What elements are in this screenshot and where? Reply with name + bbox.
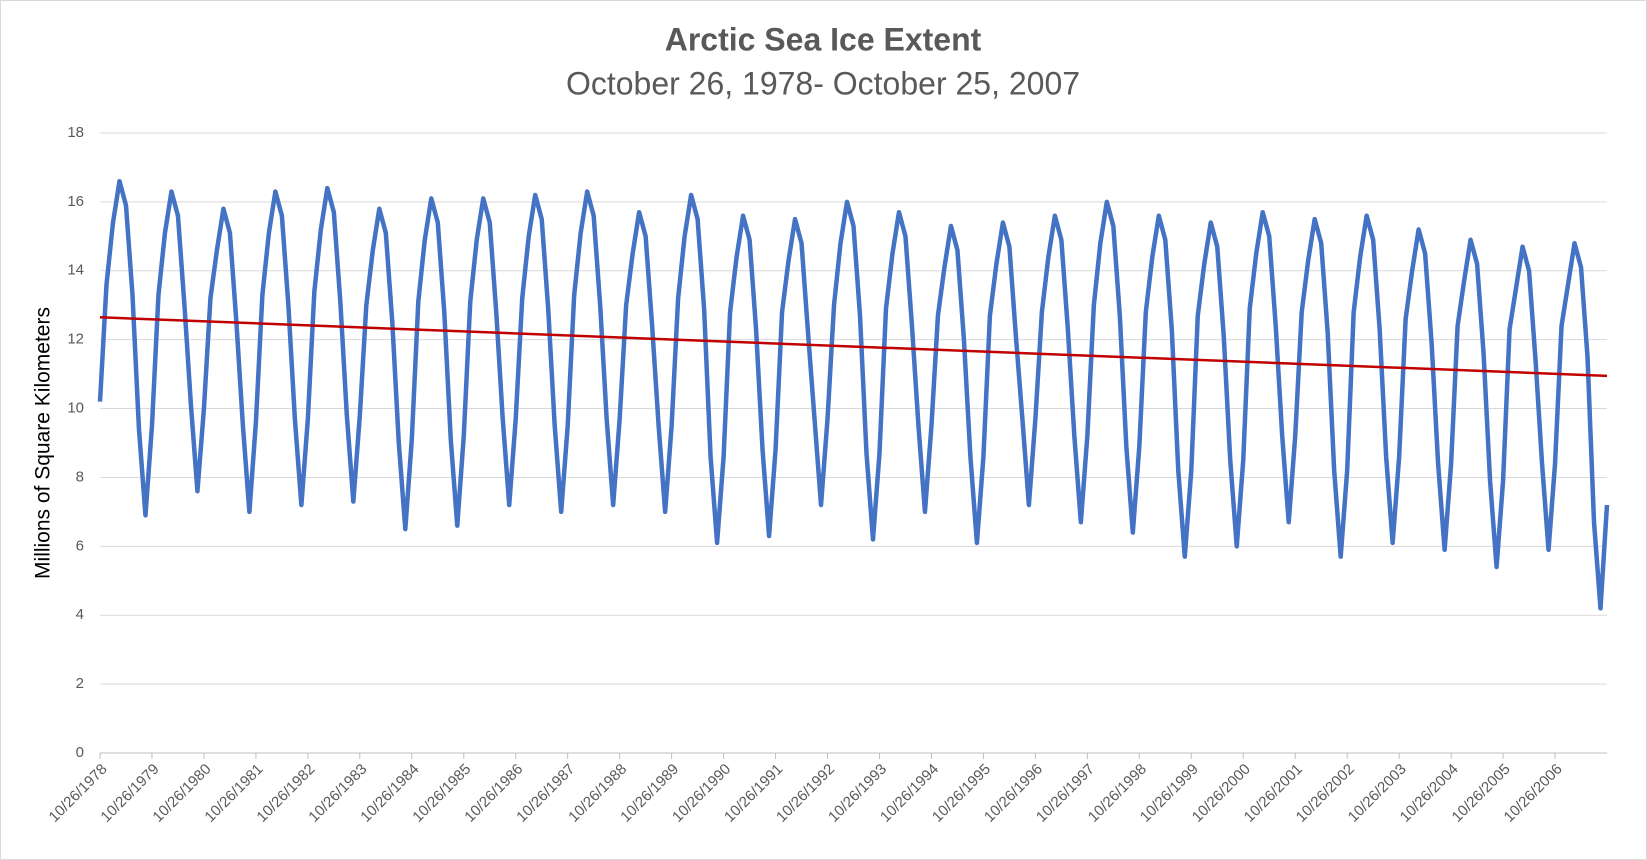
y-tick-label: 12 [67, 331, 84, 348]
data-line [97, 178, 1610, 611]
y-tick-label: 6 [76, 537, 84, 554]
chart-subtitle: October 26, 1978- October 25, 2007 [566, 65, 1080, 101]
y-tick-label: 0 [76, 744, 84, 761]
y-tick-label: 16 [67, 193, 84, 210]
y-tick-label: 2 [76, 675, 84, 692]
chart-title: Arctic Sea Ice Extent [665, 21, 982, 57]
y-axis-label: Millions of Square Kilometers [32, 307, 55, 579]
y-tick-label: 10 [67, 400, 84, 417]
y-tick-label: 14 [67, 262, 84, 279]
y-tick-label: 8 [76, 468, 84, 485]
y-tick-label: 18 [67, 124, 84, 141]
trend-line [99, 316, 1608, 378]
y-tick-label: 4 [76, 606, 84, 623]
